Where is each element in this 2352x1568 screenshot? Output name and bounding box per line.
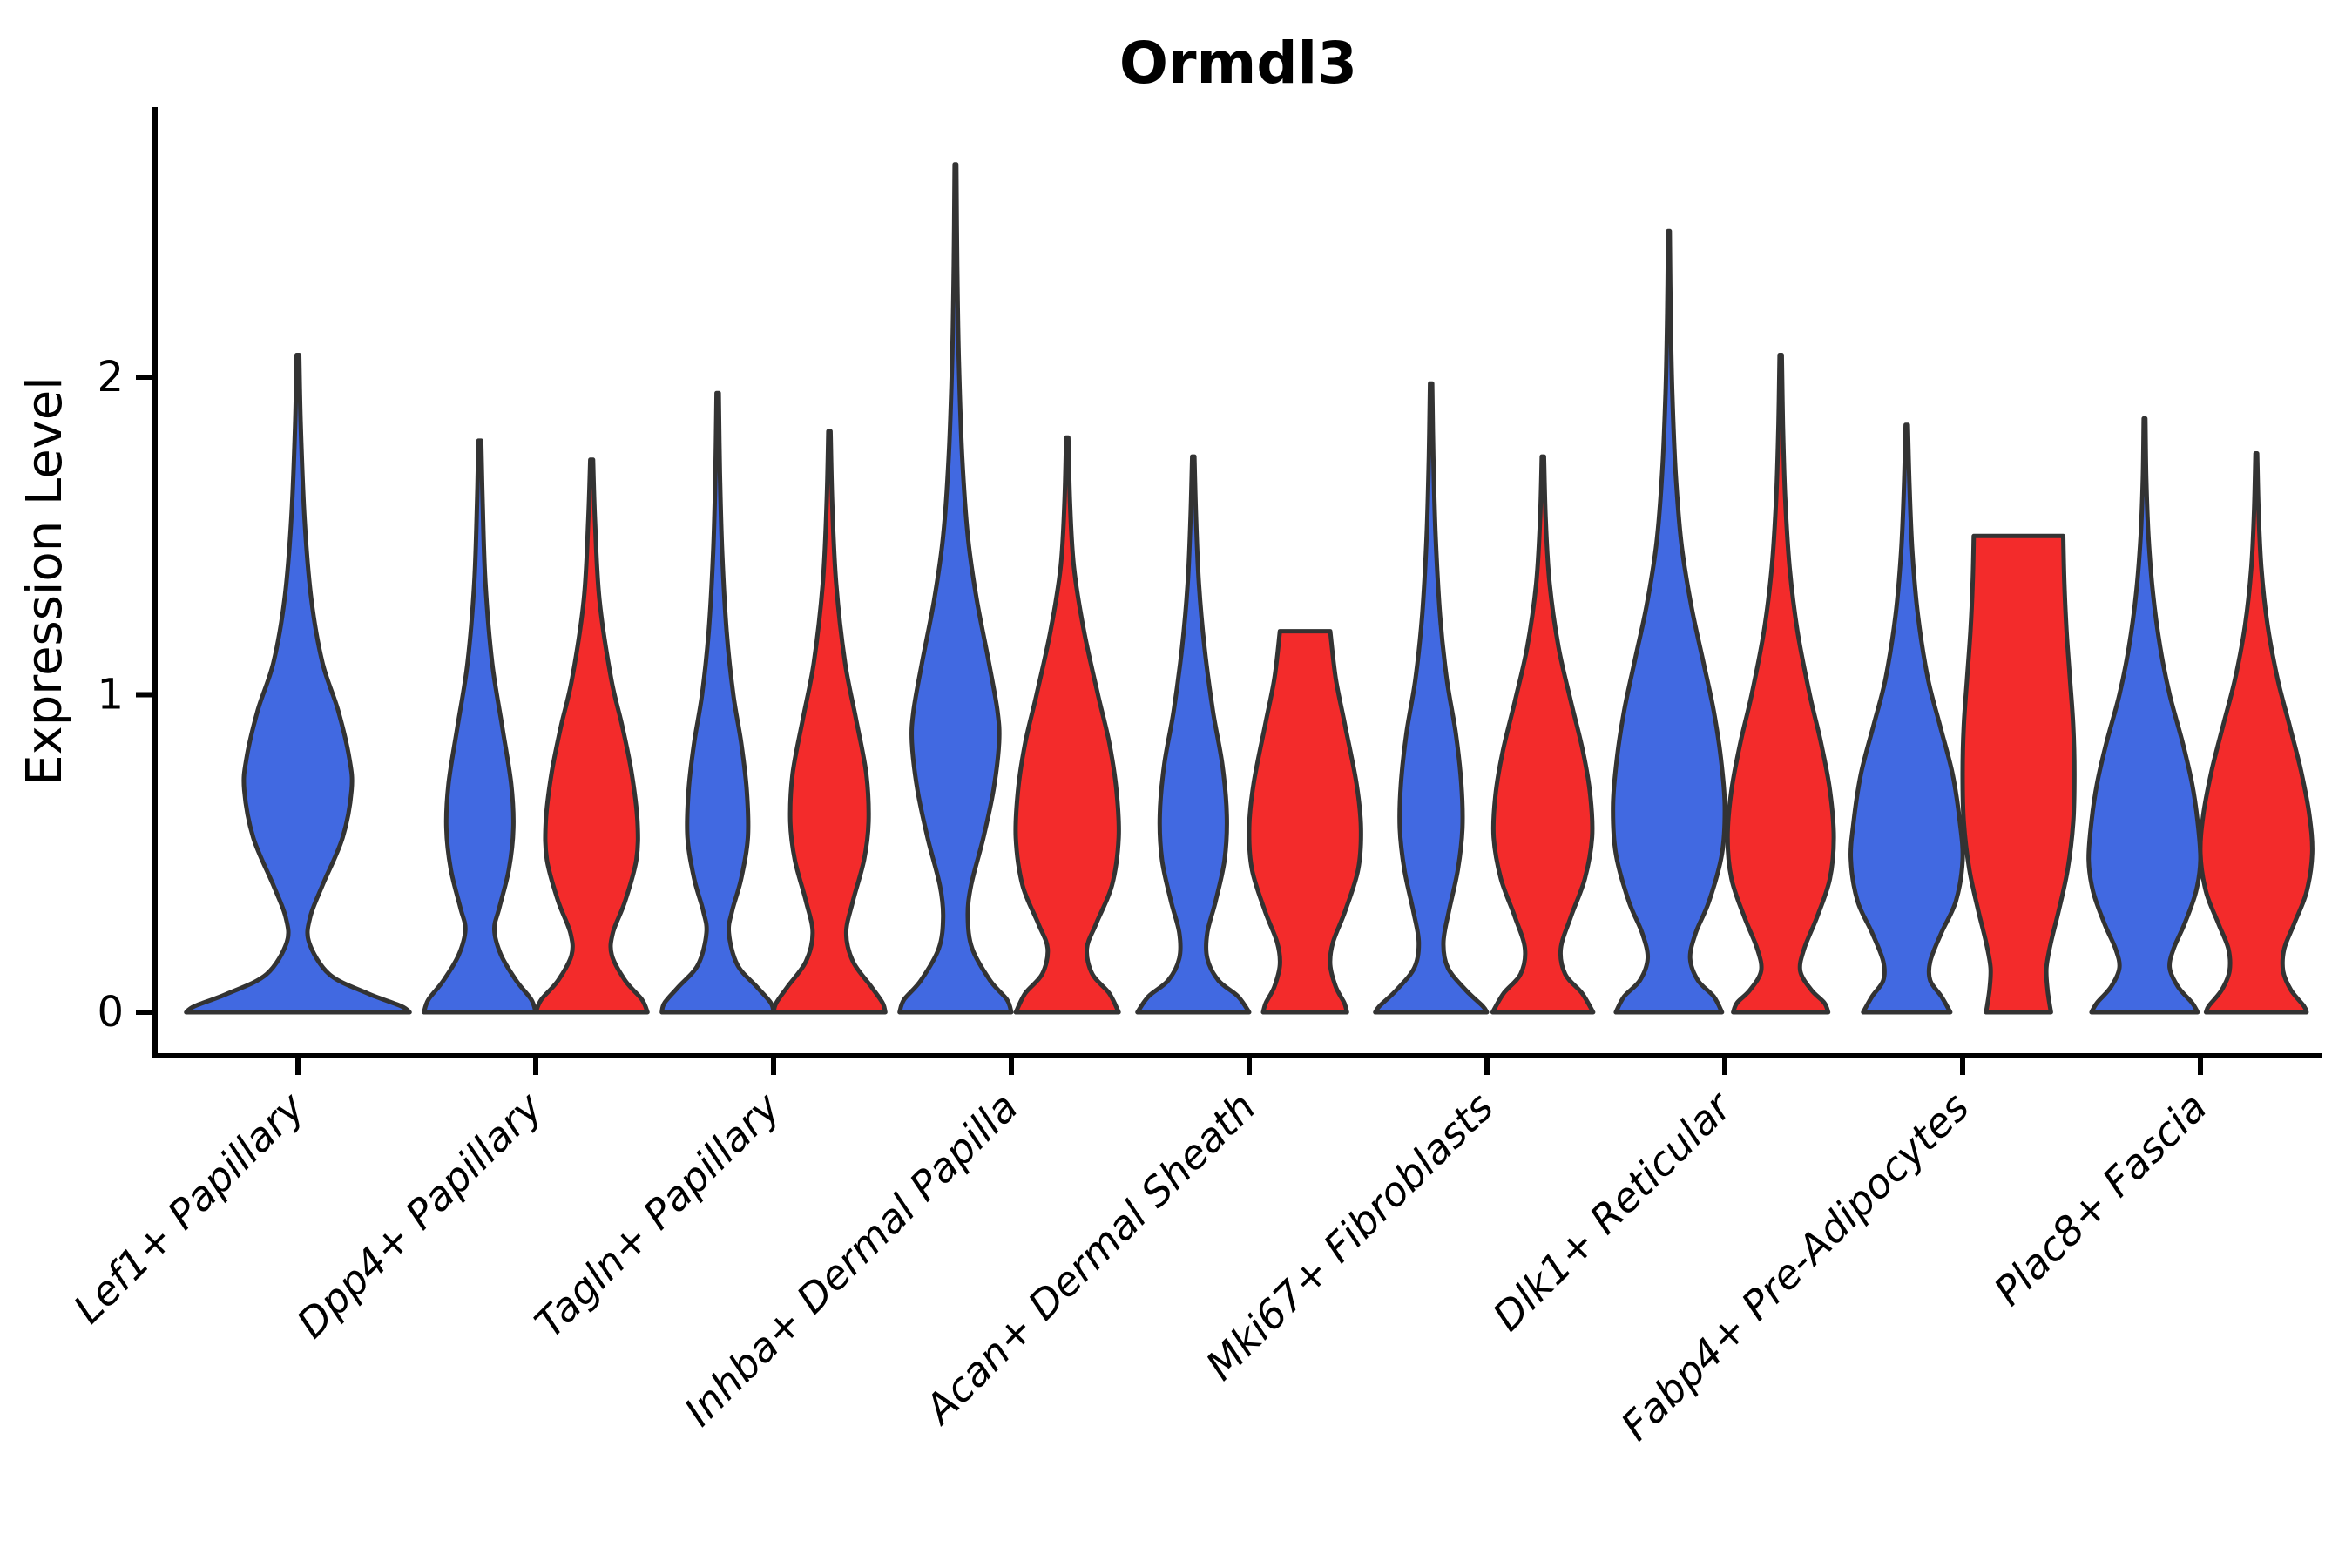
y-tick-label: 1 — [97, 671, 124, 720]
violin-dlk1-blue — [1611, 228, 1727, 1015]
violin-plac8-red — [2198, 451, 2315, 1015]
violin-inhba-blue — [897, 162, 1014, 1015]
x-tick-label-1: Lef1+ Papillary — [64, 1083, 314, 1332]
violin-acan-red — [1247, 629, 1363, 1015]
violin-dpp4-blue — [422, 438, 538, 1015]
violin-fabp4-blue — [1848, 422, 1965, 1015]
violin-tagln-blue — [659, 390, 776, 1015]
violin-fabp4-red — [1960, 533, 2077, 1015]
y-axis-label: Expression Level — [17, 376, 73, 786]
x-tick-label-2: Dpp4+ Papillary — [287, 1083, 551, 1347]
violin-lef1-blue — [184, 353, 412, 1015]
violin-dlk1-red — [1725, 353, 1836, 1015]
violin-mki67-red — [1490, 454, 1596, 1015]
x-tick-label-9: Plac8+ Fascia — [1984, 1084, 2215, 1315]
y-tick-label: 0 — [97, 988, 124, 1037]
violin-tagln-red — [771, 429, 888, 1015]
violin-acan-blue — [1135, 454, 1252, 1015]
violin-inhba-red — [1013, 435, 1121, 1015]
y-tick-label: 2 — [97, 353, 124, 402]
violin-mki67-blue — [1373, 381, 1490, 1015]
chart-title: Ormdl3 — [1119, 30, 1357, 97]
x-tick-label-7: Dlk1+ Reticular — [1484, 1081, 1742, 1340]
violin-dpp4-red — [533, 457, 650, 1015]
x-tick-label-3: Tagln+ Papillary — [525, 1083, 789, 1347]
violin-plac8-blue — [2086, 416, 2203, 1015]
